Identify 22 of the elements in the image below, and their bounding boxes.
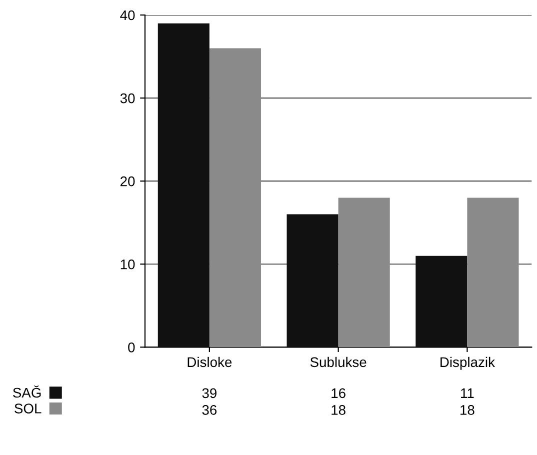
- bar: [286, 214, 338, 348]
- x-tick-label: Sublukse: [310, 356, 366, 368]
- x-tick-label: Disloke: [188, 356, 232, 368]
- bar: [338, 198, 390, 348]
- bar: [467, 198, 519, 348]
- data-label: 16: [332, 388, 346, 398]
- data-label: 36: [202, 405, 217, 415]
- legend-label: SOL: [14, 404, 42, 414]
- data-label: 11: [461, 388, 474, 398]
- bar: [209, 48, 261, 348]
- data-label: 39: [202, 388, 216, 398]
- legend-label: SAĞ: [13, 385, 41, 398]
- data-label: 18: [332, 405, 346, 415]
- bar: [158, 23, 210, 348]
- y-tick-label: 0: [128, 342, 135, 352]
- y-tick-label: 40: [120, 10, 135, 20]
- bar: [416, 256, 468, 348]
- x-tick-label: Displazik: [440, 356, 495, 370]
- y-tick-label: 20: [120, 176, 135, 186]
- y-tick-label: 10: [120, 259, 135, 270]
- data-label: 18: [460, 405, 474, 415]
- y-tick-label: 30: [120, 93, 135, 104]
